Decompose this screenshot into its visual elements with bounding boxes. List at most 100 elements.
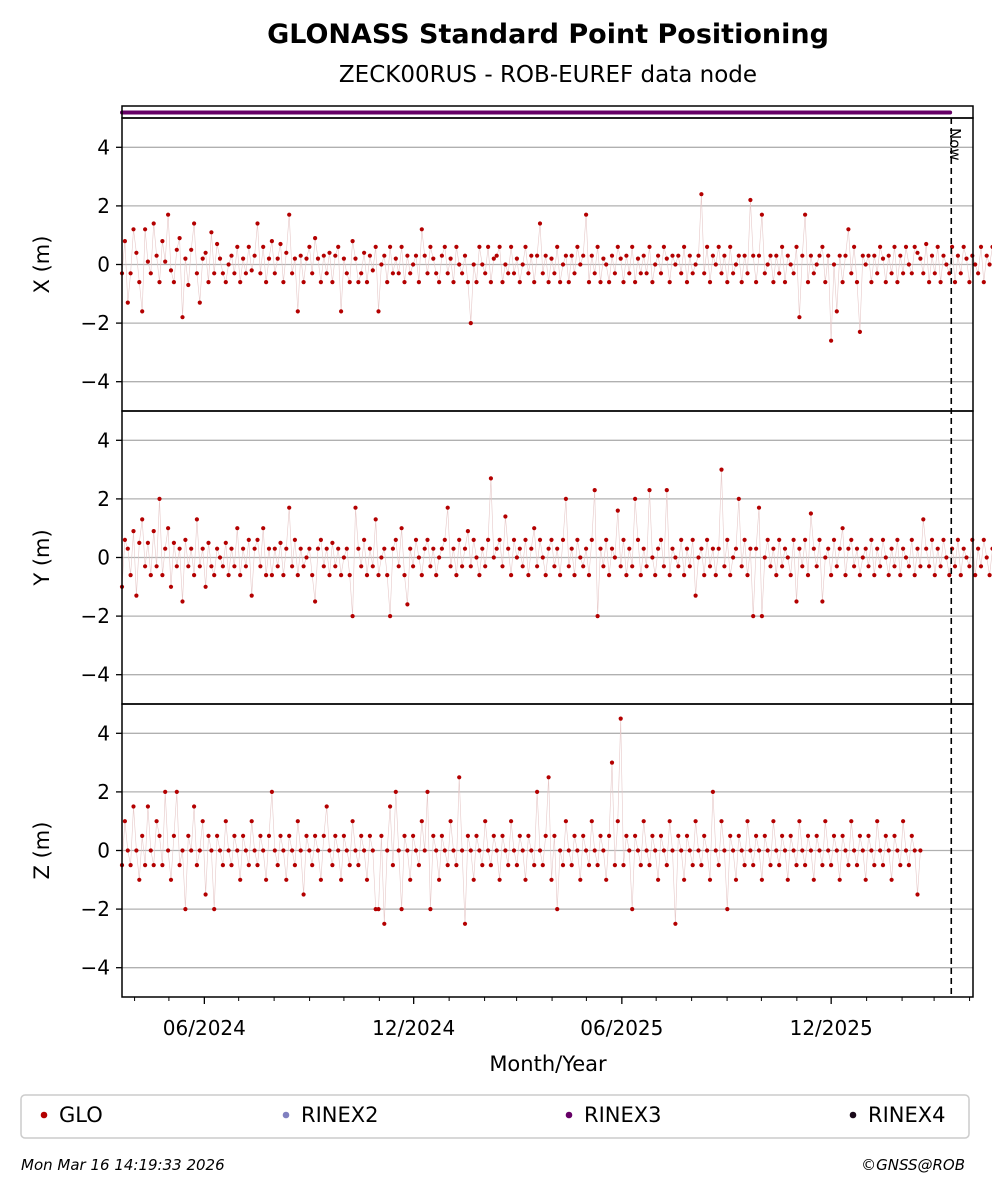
data-point — [477, 244, 482, 249]
data-point — [653, 262, 658, 267]
data-point — [295, 819, 300, 824]
data-point — [266, 256, 272, 261]
data-point — [183, 907, 188, 912]
data-point — [653, 848, 658, 853]
data-point — [560, 262, 566, 267]
data-point — [863, 877, 868, 882]
chart-subtitle: ZECK00RUS - ROB-EUREF data node — [339, 62, 757, 88]
data-point — [396, 564, 401, 569]
data-point — [932, 271, 937, 276]
data-point — [160, 863, 165, 868]
data-point — [618, 256, 623, 261]
data-point — [673, 921, 678, 926]
data-point — [509, 244, 514, 249]
data-point — [589, 819, 594, 824]
data-point — [915, 250, 920, 255]
data-point — [281, 848, 286, 853]
data-point — [731, 848, 736, 853]
data-point — [439, 833, 444, 839]
data-point — [860, 555, 865, 560]
data-point — [805, 833, 811, 839]
data-point — [788, 262, 793, 267]
data-point — [517, 546, 522, 551]
data-point — [745, 573, 750, 578]
data-point — [339, 573, 344, 578]
data-point — [742, 253, 747, 258]
data-point — [509, 819, 514, 824]
data-point — [627, 546, 632, 551]
data-point — [174, 247, 179, 252]
data-point — [889, 546, 894, 551]
data-point — [673, 555, 678, 560]
data-point — [751, 614, 756, 619]
data-point — [261, 526, 266, 531]
data-point — [586, 863, 592, 868]
data-point — [382, 921, 387, 926]
data-point — [362, 848, 367, 853]
y-tick-label: 4 — [97, 135, 110, 159]
data-point — [973, 573, 978, 578]
data-point — [290, 848, 295, 853]
data-point — [212, 907, 217, 912]
data-point — [546, 775, 551, 780]
data-point — [572, 573, 577, 578]
data-point — [846, 227, 851, 232]
data-point — [563, 819, 569, 824]
data-point — [370, 268, 375, 273]
data-point — [514, 555, 520, 560]
data-point — [336, 848, 341, 853]
data-point — [780, 244, 785, 249]
data-point — [275, 256, 280, 261]
legend-label: RINEX2 — [301, 1103, 379, 1127]
data-point — [638, 863, 643, 868]
data-point — [987, 262, 992, 267]
data-point — [356, 280, 361, 285]
data-point — [373, 517, 378, 522]
data-point — [647, 244, 652, 249]
data-point — [428, 244, 433, 249]
data-point — [203, 584, 208, 589]
data-point — [584, 546, 589, 551]
data-point — [220, 271, 225, 276]
data-point — [350, 819, 355, 824]
data-point — [987, 573, 992, 578]
data-point — [947, 271, 952, 276]
data-point — [555, 244, 560, 249]
data-point — [399, 244, 404, 249]
data-point — [385, 573, 390, 578]
footer-credit: ©GNSS@ROB — [861, 1156, 965, 1174]
data-point — [318, 877, 323, 882]
data-point — [955, 537, 961, 543]
data-point — [131, 804, 136, 809]
data-point — [477, 573, 482, 578]
data-point — [229, 863, 234, 868]
data-point — [462, 921, 468, 926]
data-point — [399, 907, 404, 912]
data-point — [298, 253, 303, 258]
data-point — [886, 848, 891, 853]
data-point — [883, 555, 888, 560]
axis-layer: 4 2 0 −2 −4 X (m) 4 2 0 −2 −4 Y (m) 4 2 0 −2 −4 Z (m) 06/2… — [30, 135, 971, 1040]
y-tick-label: 4 — [97, 721, 110, 745]
data-point — [803, 863, 808, 868]
data-point — [852, 848, 857, 853]
data-point — [909, 833, 914, 839]
data-point — [578, 262, 583, 267]
data-point — [978, 244, 984, 249]
data-point — [217, 555, 223, 560]
data-point — [460, 564, 465, 569]
data-point — [434, 848, 439, 853]
data-point — [514, 863, 520, 868]
data-point — [633, 496, 638, 501]
data-point — [978, 564, 984, 569]
data-point — [872, 573, 877, 578]
data-point — [183, 537, 188, 543]
data-point — [543, 253, 548, 258]
data-point — [630, 907, 635, 912]
data-point — [431, 256, 436, 261]
data-point — [918, 564, 923, 569]
data-point — [569, 253, 574, 258]
data-point — [186, 833, 191, 839]
data-point — [719, 467, 724, 472]
data-point — [595, 244, 600, 249]
